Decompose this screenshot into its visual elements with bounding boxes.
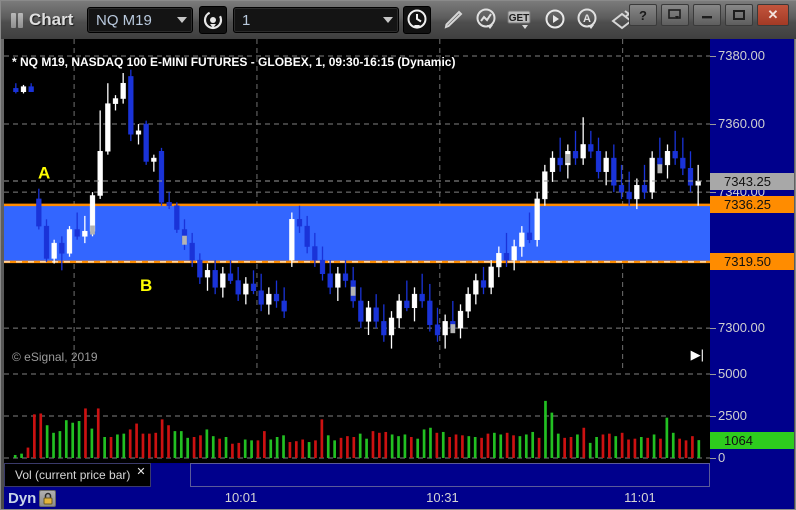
axis-tick [710,458,716,459]
time-template-icon[interactable] [403,6,431,34]
price-axis-label: 7300.00 [718,320,765,336]
chevron-down-icon[interactable] [378,8,398,32]
volume-axis-label: 2500 [718,408,747,423]
symbol-value: NQ M19 [96,11,152,29]
axis-tick [710,374,716,375]
volume-axis-label: 0 [718,450,726,465]
tab-volume-label: Vol (current price bar) [15,468,131,482]
last-volume-badge-value: 1064 [724,432,753,448]
axis-tick [710,328,716,330]
draw-pencil-icon[interactable] [439,6,467,34]
window-controls: ? ✕ [629,4,789,26]
price-plot: AB [4,39,710,369]
axis-tick [710,56,716,57]
last-price-badge-value: 7343.25 [724,173,771,189]
svg-text:A: A [583,13,591,25]
lock-icon[interactable] [39,489,57,507]
zone-lower-badge-value: 7319.50 [724,254,771,270]
price-axis-label: 7380.00 [718,48,765,63]
volume-axis-label: 5000 [718,366,747,381]
price-pane[interactable]: * NQ M19, NASDAQ 100 E-MINI FUTURES - GL… [4,39,710,369]
zone-upper-badge[interactable]: 7336.25 [710,196,794,214]
studies-icon[interactable] [473,6,501,34]
dynamic-mode-indicator[interactable]: Dyn [4,487,57,509]
time-axis-label: 10:01 [224,490,258,505]
time-axis-label: 11:01 [624,490,656,505]
dyn-label: Dyn [8,489,37,507]
price-axis-label: 7360.00 [718,116,765,132]
axis-tick [710,124,716,126]
last-price-badge[interactable]: 7343.25 [710,172,794,190]
interval-dropdown[interactable]: 1 [233,7,399,33]
last-volume-badge[interactable]: 1064 [710,431,794,449]
close-icon[interactable]: ✕ [136,466,146,478]
chart-annotation-a[interactable]: A [38,163,50,182]
time-axis-label: 10:31 [426,490,459,505]
get-symbol-icon[interactable]: GET [506,6,534,34]
chevron-down-icon[interactable] [172,8,192,32]
tab-volume[interactable]: Vol (current price bar) ✕ [4,463,151,487]
minimize-icon[interactable] [693,4,721,26]
axis-tick [710,416,716,417]
chart-end-marker: ▶| [690,347,704,362]
chart-area: * NQ M19, NASDAQ 100 E-MINI FUTURES - GL… [4,39,794,469]
svg-text:GET: GET [509,13,530,24]
help-button[interactable]: ? [629,4,657,26]
pane-tab-strip: Vol (current price bar) ✕ [4,463,794,487]
interval-value: 1 [242,11,251,29]
zone-lower-badge[interactable]: 7319.50 [710,253,794,271]
restore-down-icon[interactable] [661,4,689,26]
title-bar: Chart NQ M19 1 [1,1,796,39]
chart-panes-icon [11,12,23,28]
zone-upper-badge-value: 7336.25 [724,197,771,213]
symbol-dropdown[interactable]: NQ M19 [87,7,193,33]
copyright-label: © eSignal, 2019 [12,350,98,364]
chart-annotation-b[interactable]: B [140,276,152,295]
axis-tick [710,192,716,194]
play-icon[interactable] [541,6,569,34]
chart-title: * NQ M19, NASDAQ 100 E-MINI FUTURES - GL… [12,55,456,69]
price-axis[interactable]: 7380.00 7360.00 7340.00 7300.00 5000 2500 0 734… [710,39,794,465]
close-icon[interactable]: ✕ [757,4,789,26]
time-axis[interactable]: Dyn 10:01 10:31 11:01 [4,487,794,509]
annotation-icon[interactable]: A [574,6,602,34]
volume-pane[interactable] [4,371,710,461]
refresh-icon[interactable] [199,6,227,34]
volume-plot [4,373,710,459]
tab-empty-area[interactable] [190,463,710,487]
window-title: Chart [29,10,74,29]
maximize-icon[interactable] [725,4,753,26]
